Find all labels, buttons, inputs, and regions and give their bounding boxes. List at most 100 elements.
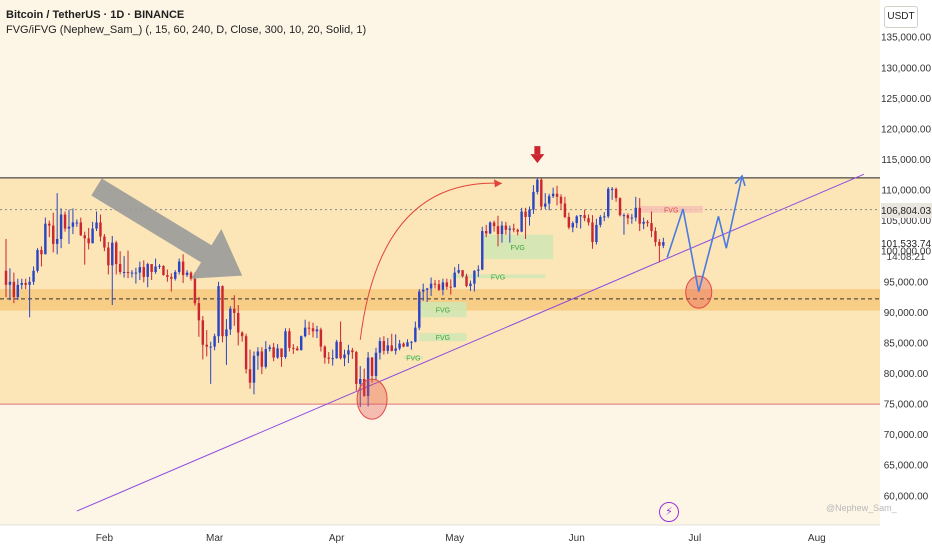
candle-body	[122, 272, 126, 274]
candle-body	[359, 378, 362, 384]
time-tick-label: Jun	[569, 533, 585, 544]
candle-body	[174, 272, 177, 279]
candle-body	[508, 228, 512, 230]
price-labels: 106,804.03 101,533.74 14:08:21	[881, 203, 932, 263]
candle-body	[414, 327, 417, 342]
candle-body	[225, 329, 228, 337]
candle-body	[579, 215, 582, 217]
candle-body	[307, 327, 311, 329]
candle-body	[95, 222, 98, 229]
candle-body	[67, 226, 71, 229]
fvg-layer: FVG FVG FVG FVG FVG FVG	[403, 205, 703, 363]
time-tick-label: Mar	[206, 533, 224, 544]
candle-body	[630, 217, 634, 219]
candle-body	[170, 276, 173, 279]
fvg-box-4	[403, 356, 424, 359]
currency-button[interactable]: USDT	[884, 6, 918, 28]
candle-body	[662, 242, 665, 246]
candle-body	[280, 348, 283, 357]
candle-body	[158, 265, 161, 267]
candle-body	[217, 286, 220, 337]
candle-body	[229, 308, 232, 330]
candle-body	[386, 345, 390, 351]
candle-body	[83, 235, 86, 239]
candle-body	[429, 283, 433, 289]
candle-body	[142, 267, 145, 277]
symbol-title[interactable]: Bitcoin / TetherUS · 1D · BINANCE	[6, 9, 185, 21]
current-price-label: 101,533.74	[881, 239, 931, 250]
candle-body	[603, 216, 606, 218]
candle-body	[20, 283, 23, 285]
candle-body	[209, 346, 212, 348]
candle-body	[303, 327, 307, 337]
candle-body	[162, 265, 165, 276]
candle-body	[422, 289, 425, 292]
indicator-legend[interactable]: FVG/iFVG (Nephew_Sam_) (, 15, 60, 240, D…	[6, 24, 367, 36]
candle-body	[571, 223, 575, 228]
candle-body	[481, 231, 484, 270]
candle-body	[268, 347, 271, 350]
candle-body	[339, 341, 342, 359]
candle-body	[99, 222, 102, 237]
curved-arrow-path	[359, 182, 502, 340]
candle-body	[516, 229, 519, 232]
candle-body	[449, 286, 452, 288]
candle-body	[24, 283, 27, 285]
time-tick-label: Apr	[329, 533, 345, 544]
trendline	[76, 173, 865, 512]
candle-body	[111, 242, 114, 266]
candle-body	[567, 216, 571, 228]
fvg-box-3	[419, 333, 467, 342]
lightning-icon[interactable]: ⚡	[659, 502, 679, 522]
price-axis-ticks: 60,000.00 65,000.00 70,000.00 75,000.00 80,0…	[881, 33, 931, 503]
time-tick-label: May	[445, 533, 464, 544]
price-tick-label: 115,000.00	[881, 155, 931, 166]
candle-body	[626, 215, 630, 219]
candle-body	[252, 355, 256, 383]
top-marker-head	[530, 154, 545, 164]
candle-body	[362, 378, 366, 397]
candle-body	[614, 188, 618, 199]
candle-body	[461, 270, 464, 277]
candle-body	[355, 352, 358, 384]
candle-body	[248, 369, 252, 383]
candle-body	[213, 336, 216, 347]
candle-body	[71, 222, 75, 227]
candle-body	[189, 272, 193, 279]
candle-body	[488, 222, 492, 234]
candle-body	[299, 336, 303, 351]
candle-body	[445, 282, 449, 287]
candle-body	[473, 270, 476, 284]
candle-body	[185, 272, 189, 276]
candle-body	[193, 278, 197, 304]
fvg-box-0	[482, 234, 554, 260]
author-watermark: @Nephew_Sam_	[826, 503, 897, 513]
candle-body	[610, 188, 614, 190]
candle-body	[441, 282, 445, 290]
candle-body	[272, 347, 275, 358]
candle-body	[650, 223, 653, 232]
candle-body	[146, 264, 149, 277]
candle-body	[646, 221, 649, 224]
candle-body	[595, 224, 598, 243]
price-tick-label: 70,000.00	[884, 430, 929, 441]
candle-body	[36, 249, 39, 271]
price-tick-label: 95,000.00	[884, 277, 929, 288]
candle-body	[563, 203, 567, 217]
candle-body	[591, 222, 594, 243]
candle-body	[233, 308, 236, 313]
chart-header: Bitcoin / TetherUS · 1D · BINANCE FVG/iF…	[6, 8, 366, 38]
candles-layer	[4, 177, 665, 408]
level-price-label: 106,804.03	[881, 206, 931, 217]
candle-body	[28, 281, 31, 285]
candle-body	[540, 179, 543, 207]
zone-mid-band	[0, 289, 880, 311]
candle-body	[425, 288, 429, 290]
candle-body	[547, 196, 551, 204]
fvg-label-3: FVG	[436, 335, 450, 342]
candle-body	[642, 221, 645, 224]
candle-body	[323, 346, 327, 358]
candle-body	[331, 358, 334, 360]
